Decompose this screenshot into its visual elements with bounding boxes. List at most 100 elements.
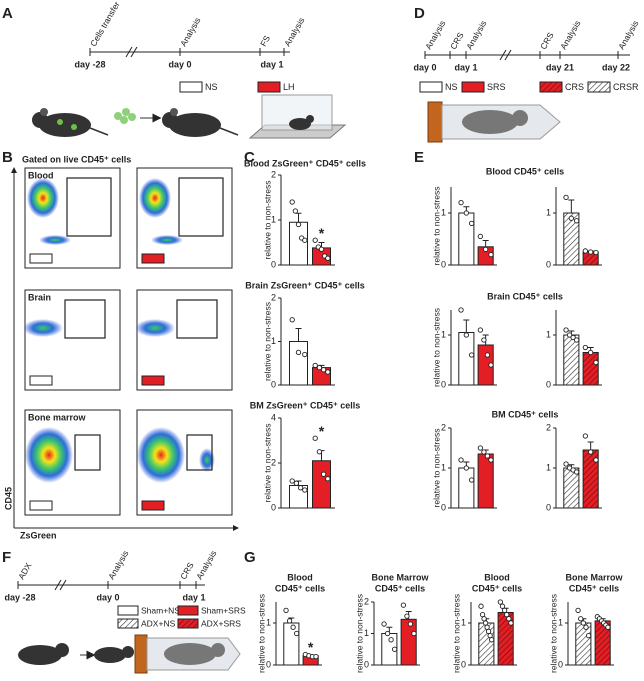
timeline-d xyxy=(424,49,630,61)
y-tick-label: 0 xyxy=(546,379,551,389)
legend-swatch xyxy=(177,618,199,629)
group-swatch xyxy=(29,253,53,264)
event: CRS xyxy=(178,560,196,581)
tissue-label: Brain xyxy=(28,292,51,302)
bar xyxy=(283,622,300,666)
bar xyxy=(582,352,599,386)
data-point xyxy=(478,603,484,609)
day: day 0 xyxy=(413,62,436,72)
data-point xyxy=(582,248,589,254)
group-swatch xyxy=(141,500,165,511)
data-point xyxy=(463,332,469,338)
panel-letter: F xyxy=(2,549,11,566)
data-point xyxy=(484,453,491,459)
data-point xyxy=(325,476,331,482)
y-tick-label: 1 xyxy=(271,336,276,346)
legend-swatch xyxy=(539,81,563,93)
flow-density xyxy=(39,235,71,245)
y-tick-label: 4 xyxy=(271,412,276,422)
error-bar xyxy=(463,319,470,333)
timeline-f xyxy=(17,579,205,591)
chart-title: Bone Marrow xyxy=(565,572,623,582)
data-point xyxy=(477,445,484,451)
day: day 1 xyxy=(454,62,477,72)
chart-title: Brain ZsGreen⁺ CD45⁺ cells xyxy=(245,280,365,290)
significance: * xyxy=(319,225,325,241)
day: day 21 xyxy=(546,62,574,72)
y-tick-label: 1 xyxy=(546,207,551,217)
data-point xyxy=(570,334,576,341)
flow-plots xyxy=(23,167,233,516)
error-bar xyxy=(295,212,302,223)
day: day -28 xyxy=(4,592,35,602)
event: Cells transfer xyxy=(88,0,122,48)
chart-title: BM CD45⁺ cells xyxy=(492,409,559,419)
data-point xyxy=(479,611,486,618)
data-point xyxy=(484,352,491,358)
tissue-label: Blood xyxy=(28,170,54,180)
data-point xyxy=(468,352,475,358)
data-point xyxy=(566,332,573,338)
y-tick-label: 0 xyxy=(266,659,271,669)
y-axis-label: relative to non-stress xyxy=(431,308,441,387)
y-tick-label: 1 xyxy=(271,214,276,224)
y-tick-label: 0 xyxy=(441,379,446,389)
data-point xyxy=(384,630,391,637)
chart-title: CD45⁺ cells xyxy=(569,583,619,593)
data-point xyxy=(488,362,494,368)
data-point xyxy=(484,624,490,630)
event: Analysis xyxy=(282,16,306,48)
y-axis-label: relative to non-stress xyxy=(431,187,441,266)
data-point xyxy=(488,251,494,258)
flow-density xyxy=(137,427,185,483)
data-point xyxy=(289,478,295,484)
data-point xyxy=(563,461,569,467)
y-tick-label: 1 xyxy=(461,617,466,627)
y-axis-label: relative to non-stress xyxy=(548,594,558,673)
event: Analysis xyxy=(558,19,582,51)
data-point xyxy=(463,465,469,471)
y-tick-label: 0 xyxy=(461,659,466,669)
bar xyxy=(289,341,308,386)
y-tick-label: 1 xyxy=(546,462,551,472)
y-axis-label: relative to non-stress xyxy=(354,594,364,673)
legend-label: CRSR xyxy=(613,82,639,92)
data-point xyxy=(483,246,489,253)
panel-letter: A xyxy=(2,5,13,22)
gate xyxy=(74,434,101,471)
y-tick-label: 1 xyxy=(558,617,563,627)
tissue-label: Bone marrow xyxy=(28,412,87,422)
y-tick-label: 0 xyxy=(271,379,276,389)
event: Analysis xyxy=(464,19,488,51)
illustration xyxy=(32,94,347,139)
y-tick-label: 1 xyxy=(441,329,446,339)
bar xyxy=(289,221,308,266)
data-point xyxy=(573,218,580,224)
panel-letter: B xyxy=(2,149,13,166)
data-point xyxy=(487,632,493,639)
data-point xyxy=(297,485,304,491)
data-point xyxy=(292,208,298,214)
y-tick-label: 1 xyxy=(441,207,446,217)
data-point xyxy=(302,237,308,243)
y-axis-label: relative to non-stress xyxy=(431,429,441,508)
error-bar xyxy=(587,441,594,450)
data-point xyxy=(485,628,492,635)
event: Analysis xyxy=(194,549,218,581)
data-point xyxy=(458,307,464,313)
y-axis-label: relative to non-stress xyxy=(256,594,266,673)
legend-label: ADX+NS xyxy=(141,618,176,628)
data-point xyxy=(477,233,484,240)
data-point xyxy=(506,616,512,622)
legend-swatch xyxy=(461,81,485,93)
gate xyxy=(64,299,106,339)
data-point xyxy=(302,487,308,493)
error-bar xyxy=(295,327,302,342)
data-point xyxy=(316,449,323,455)
chart-title: Blood xyxy=(484,572,510,582)
data-point xyxy=(289,199,295,205)
y-tick-label: 0 xyxy=(364,659,369,669)
data-point xyxy=(499,603,506,609)
day: day 1 xyxy=(260,59,283,69)
data-point xyxy=(582,344,589,351)
